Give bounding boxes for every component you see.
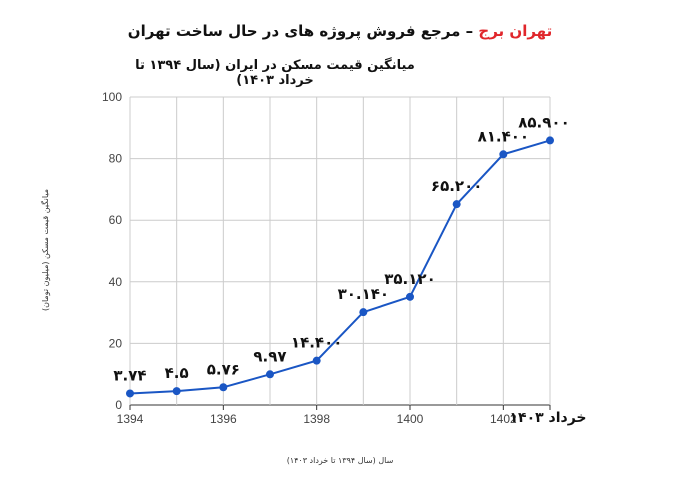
data-label: ۳.۷۴ — [113, 366, 146, 384]
data-label: ۹.۹۷ — [253, 347, 286, 365]
y-tick-label: 0 — [115, 398, 122, 412]
brand-name: تهران برج — [478, 22, 553, 40]
x-tick-label: 1400 — [397, 412, 424, 426]
title-tagline: مرجع فروش پروژه های در حال ساخت تهران — [127, 22, 461, 40]
data-point — [266, 370, 274, 379]
data-label: ۳۵.۱۲۰ — [384, 270, 435, 288]
chart-title: میانگین قیمت مسکن در ایران (سال ۱۳۹۴ تا … — [135, 58, 415, 88]
data-point — [359, 308, 368, 317]
x-last-label: خرداد ۱۴۰۳ — [509, 410, 586, 426]
y-tick-label: 80 — [109, 152, 123, 166]
y-axis-ticks: 0 20 40 60 80 100 — [102, 90, 122, 412]
data-point — [172, 387, 181, 396]
x-axis-ticks: 1394 1396 1398 1400 1402 — [117, 405, 551, 426]
data-label: ۶۵.۲۰۰ — [431, 177, 482, 195]
data-points — [126, 136, 554, 398]
x-tick-label: 1394 — [117, 412, 144, 426]
data-label: ۸۵.۹۰۰ — [518, 113, 569, 131]
x-tick-label: 1402 — [490, 412, 517, 426]
y-axis-label: میانگین قیمت مسکن (میلیون تومان) — [40, 189, 50, 311]
x-tick-label: 1396 — [210, 412, 237, 426]
data-point — [452, 200, 461, 209]
y-tick-label: 40 — [109, 275, 123, 289]
y-tick-label: 100 — [102, 90, 122, 104]
y-tick-label: 60 — [109, 213, 123, 227]
data-label: ۸۱.۴۰۰ — [478, 127, 529, 145]
x-tick-label: 1398 — [303, 412, 330, 426]
data-point — [406, 292, 414, 301]
data-label: ۳۰.۱۴۰ — [338, 285, 389, 303]
data-point — [312, 356, 321, 365]
data-point — [126, 389, 134, 398]
data-point — [546, 136, 554, 145]
data-label: ۵.۷۶ — [207, 360, 240, 378]
data-point — [219, 383, 228, 392]
series-line — [129, 139, 551, 395]
y-tick-label: 20 — [109, 336, 123, 350]
data-label: ۱۴.۴۰۰ — [291, 334, 342, 352]
data-point — [499, 150, 508, 159]
data-label: ۴.۵ — [165, 364, 189, 382]
title-dash: – — [460, 22, 479, 40]
x-axis-label: سال (سال ۱۳۹۴ تا خرداد ۱۴۰۳) — [287, 456, 394, 465]
chart-grid — [129, 96, 551, 406]
page-title: تهران برج – مرجع فروش پروژه های در حال س… — [0, 22, 680, 40]
